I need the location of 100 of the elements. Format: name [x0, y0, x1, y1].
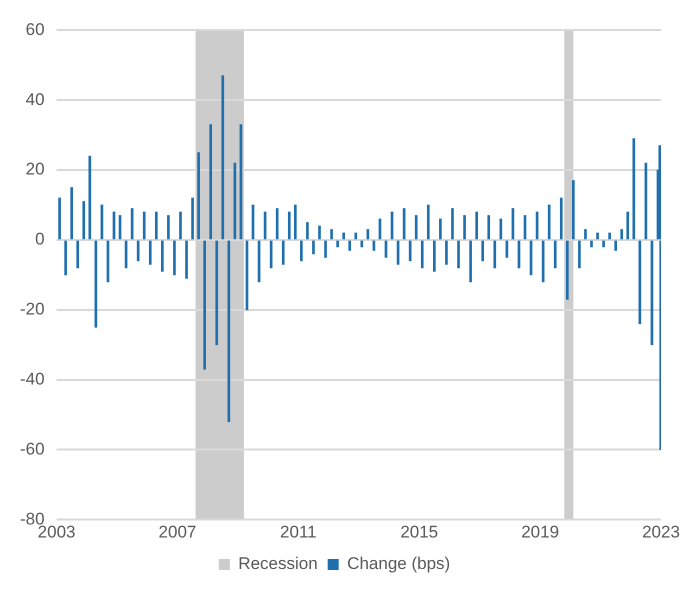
bar [524, 215, 526, 240]
bar [324, 240, 327, 258]
bar [530, 240, 532, 276]
bar [173, 240, 176, 276]
bar [100, 204, 104, 240]
bar [420, 240, 424, 268]
y-tick-label: -20 [20, 300, 45, 319]
bar [554, 240, 557, 268]
bar [608, 232, 611, 240]
bar [154, 212, 158, 240]
bar [487, 215, 490, 240]
bar [112, 212, 116, 240]
bar [402, 208, 406, 240]
bar [366, 229, 370, 240]
bar [426, 204, 430, 240]
y-tick-label: -40 [20, 369, 45, 388]
bar [372, 240, 376, 251]
bar [76, 240, 80, 268]
y-tick-label: 0 [35, 230, 45, 249]
bar [626, 212, 630, 240]
bar [518, 240, 520, 268]
bar [463, 215, 466, 240]
bar [185, 240, 188, 279]
bar [384, 240, 388, 258]
bar [584, 229, 587, 240]
bar [620, 229, 624, 240]
bar [506, 240, 508, 258]
bar [118, 215, 122, 240]
bar [512, 208, 514, 240]
bar [306, 222, 309, 240]
bar [282, 240, 285, 265]
bar [451, 208, 454, 240]
bar [228, 240, 230, 422]
bar [264, 212, 266, 240]
bar [644, 162, 648, 240]
bar [590, 240, 593, 248]
bar [578, 240, 581, 268]
bar [203, 240, 206, 370]
y-tick-label: 20 [26, 160, 45, 179]
bar [596, 232, 599, 240]
bar [276, 208, 279, 240]
bar [548, 204, 551, 240]
bar [650, 240, 654, 346]
bar [252, 204, 254, 240]
bar [70, 187, 74, 240]
bar [481, 240, 484, 262]
x-tick-label: 2023 [642, 522, 680, 542]
bar [142, 212, 146, 240]
bar [354, 232, 358, 240]
bar [64, 240, 67, 276]
bar [572, 180, 575, 240]
bar [258, 240, 260, 282]
x-tick-label: 2007 [158, 522, 196, 542]
y-tick-label: -60 [20, 439, 45, 458]
bar [396, 240, 400, 265]
bar [240, 124, 242, 240]
bar [179, 212, 182, 240]
x-tick-label: 2019 [521, 522, 560, 542]
bar [439, 218, 442, 240]
bar [330, 229, 333, 240]
x-tick-label: 2011 [280, 522, 317, 542]
bar [270, 240, 272, 268]
bar [312, 240, 315, 254]
bar [234, 162, 236, 240]
bar [148, 240, 152, 265]
bar [318, 226, 321, 240]
bar [94, 240, 98, 328]
bar [536, 212, 538, 240]
bar [215, 240, 218, 346]
x-tick-label: 2015 [400, 522, 438, 542]
bar [414, 215, 418, 240]
bar [348, 240, 352, 251]
bar [457, 240, 460, 268]
bar [560, 198, 563, 240]
bar [408, 240, 412, 262]
bar [602, 240, 605, 248]
y-tick-label: 40 [26, 90, 45, 109]
bar [167, 215, 170, 240]
bar [130, 208, 134, 240]
bar [493, 240, 496, 268]
bar [136, 240, 140, 262]
bar [300, 240, 303, 262]
bar [475, 212, 478, 240]
bar [542, 240, 544, 282]
bar [288, 212, 291, 240]
bar [209, 124, 212, 240]
legend-label: Change (bps) [347, 554, 450, 574]
bar [614, 240, 617, 251]
bar [378, 218, 382, 240]
bar [221, 75, 224, 240]
bar [106, 240, 110, 282]
bar [632, 138, 636, 240]
bar [499, 218, 502, 240]
bar [390, 212, 394, 240]
bar [360, 240, 364, 248]
bar [469, 240, 472, 282]
bar [638, 240, 642, 324]
bar [58, 198, 61, 240]
bar [294, 204, 297, 240]
bar [88, 156, 92, 240]
